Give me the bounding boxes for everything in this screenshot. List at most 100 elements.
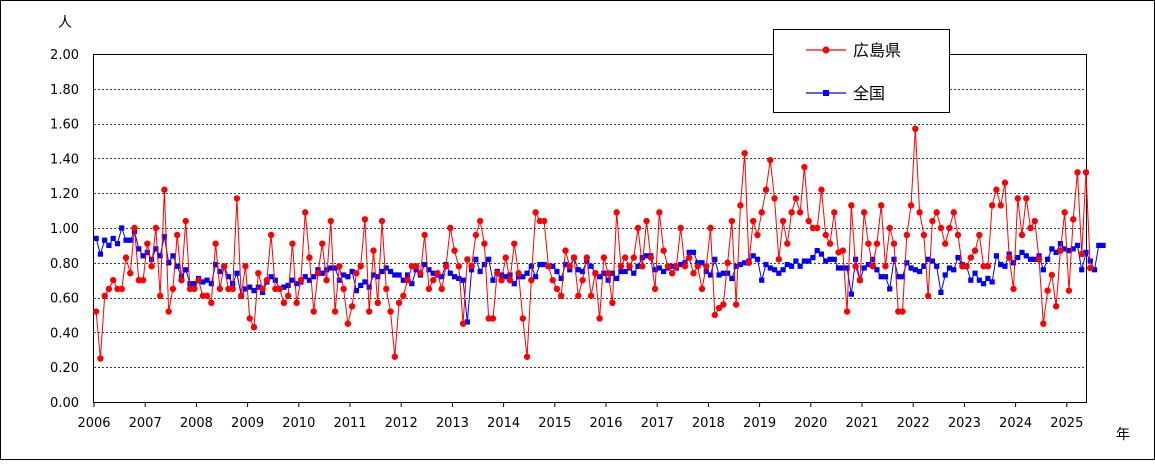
- data-point: [622, 268, 628, 275]
- data-point: [570, 254, 578, 261]
- data-point: [533, 274, 539, 280]
- data-point: [238, 292, 245, 300]
- data-point: [430, 270, 436, 276]
- data-point: [439, 274, 445, 280]
- data-point: [405, 272, 411, 278]
- data-point: [191, 281, 197, 287]
- data-point: [1052, 303, 1060, 310]
- data-point: [123, 237, 129, 243]
- data-point: [796, 209, 804, 216]
- y-axis-unit: 人: [58, 15, 72, 31]
- data-point: [840, 265, 846, 271]
- data-point: [182, 217, 189, 225]
- data-point: [340, 285, 347, 293]
- data-point: [1049, 246, 1055, 252]
- data-point: [220, 263, 228, 270]
- data-point: [1015, 254, 1021, 261]
- data-point: [426, 267, 432, 273]
- data-point: [319, 270, 325, 276]
- data-point: [852, 263, 859, 270]
- data-point: [728, 217, 736, 225]
- data-point: [413, 267, 419, 273]
- data-point: [742, 260, 748, 266]
- x-tick-label: 2011: [333, 416, 366, 431]
- data-point: [1010, 260, 1017, 266]
- data-point: [707, 224, 714, 232]
- data-point: [203, 292, 211, 300]
- data-point: [195, 277, 202, 284]
- data-point: [387, 268, 394, 275]
- data-point: [1048, 271, 1056, 279]
- data-point: [729, 275, 735, 282]
- data-point: [843, 308, 851, 315]
- data-point: [323, 267, 330, 273]
- data-point: [306, 277, 313, 283]
- data-point: [942, 272, 948, 278]
- data-point: [916, 209, 923, 216]
- data-point: [792, 195, 800, 202]
- data-point: [216, 285, 224, 293]
- data-point: [597, 274, 603, 280]
- data-point: [771, 267, 778, 273]
- data-point: [417, 270, 424, 277]
- data-point: [422, 261, 428, 268]
- data-point: [425, 285, 433, 293]
- data-point: [779, 217, 787, 225]
- data-point: [328, 265, 334, 271]
- data-point: [183, 267, 189, 273]
- data-point: [912, 267, 918, 273]
- data-point: [370, 272, 377, 278]
- data-point: [754, 256, 761, 262]
- data-point: [297, 277, 305, 284]
- y-tick-label: 1.20: [50, 187, 79, 202]
- data-point: [1010, 285, 1017, 293]
- data-point: [540, 217, 548, 225]
- data-point: [464, 319, 470, 325]
- data-point: [899, 308, 906, 315]
- data-point: [114, 241, 121, 247]
- data-point: [810, 254, 816, 261]
- data-point: [767, 156, 774, 164]
- data-point: [873, 240, 881, 247]
- data-point: [575, 292, 582, 300]
- data-point: [924, 292, 932, 300]
- data-point: [242, 263, 249, 270]
- data-point: [174, 263, 180, 269]
- data-point: [848, 291, 854, 297]
- data-point: [404, 277, 411, 284]
- y-tick-label: 0.80: [50, 257, 79, 272]
- data-point: [989, 279, 995, 285]
- x-axis-unit: 年: [1116, 427, 1130, 443]
- data-point: [353, 288, 359, 294]
- data-point: [929, 217, 936, 225]
- data-point: [908, 265, 914, 271]
- data-point: [681, 263, 689, 270]
- data-point: [178, 277, 185, 284]
- data-point: [511, 240, 518, 247]
- data-point: [1019, 249, 1025, 255]
- data-point: [152, 224, 160, 232]
- data-point: [609, 299, 616, 307]
- data-point: [1083, 249, 1089, 255]
- data-point: [323, 277, 330, 284]
- data-point: [212, 240, 219, 247]
- data-point: [455, 263, 462, 270]
- data-point: [204, 277, 210, 283]
- x-tick-label: 2025: [1050, 416, 1083, 431]
- data-point: [161, 234, 167, 240]
- y-axis-tick-labels: 0.00 0.20 0.40 0.60 0.80 1.00 1.20 1.40 1.60 1.80…: [50, 48, 79, 411]
- data-point: [814, 224, 821, 232]
- data-point: [886, 224, 893, 232]
- data-point: [1001, 179, 1009, 186]
- x-tick-label: 2010: [282, 416, 315, 431]
- data-point: [285, 282, 291, 289]
- y-tick-label: 2.00: [50, 48, 79, 63]
- data-point: [1070, 216, 1077, 223]
- data-point: [272, 277, 278, 283]
- data-point: [430, 277, 437, 284]
- data-point: [268, 274, 274, 280]
- data-point: [498, 272, 505, 278]
- data-point: [575, 267, 581, 273]
